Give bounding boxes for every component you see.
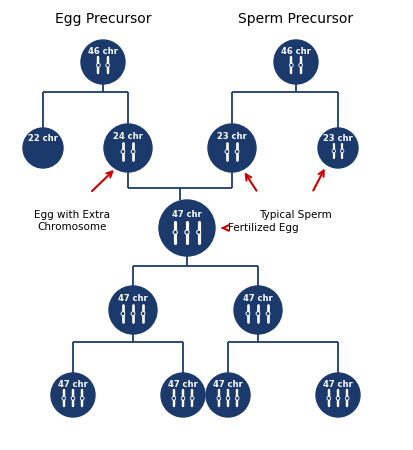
Text: 46 chr: 46 chr bbox=[88, 47, 118, 56]
Circle shape bbox=[121, 312, 124, 315]
Circle shape bbox=[196, 230, 200, 234]
Circle shape bbox=[256, 312, 259, 315]
Circle shape bbox=[246, 312, 249, 315]
Circle shape bbox=[217, 397, 220, 400]
Circle shape bbox=[161, 373, 204, 417]
Circle shape bbox=[186, 231, 188, 233]
Circle shape bbox=[256, 313, 258, 315]
Text: 46 chr: 46 chr bbox=[280, 47, 310, 56]
Circle shape bbox=[97, 64, 100, 67]
Circle shape bbox=[233, 286, 281, 334]
Text: 47 chr: 47 chr bbox=[213, 380, 242, 389]
Circle shape bbox=[81, 398, 83, 399]
Text: Egg with Extra
Chromosome: Egg with Extra Chromosome bbox=[34, 210, 110, 232]
Circle shape bbox=[336, 397, 339, 400]
Text: 47 chr: 47 chr bbox=[168, 380, 197, 389]
Text: Fertilized Egg: Fertilized Egg bbox=[228, 223, 298, 233]
Circle shape bbox=[207, 124, 255, 172]
Circle shape bbox=[97, 65, 99, 66]
Circle shape bbox=[132, 151, 133, 153]
Circle shape bbox=[332, 150, 334, 152]
Text: 47 chr: 47 chr bbox=[242, 294, 272, 303]
Circle shape bbox=[236, 398, 237, 399]
Circle shape bbox=[71, 397, 74, 400]
Circle shape bbox=[345, 397, 348, 400]
Circle shape bbox=[173, 398, 174, 399]
Circle shape bbox=[225, 150, 228, 153]
Circle shape bbox=[185, 230, 188, 234]
Circle shape bbox=[190, 397, 193, 400]
Text: Sperm Precursor: Sperm Precursor bbox=[238, 12, 353, 26]
Circle shape bbox=[121, 150, 124, 153]
Circle shape bbox=[266, 312, 269, 315]
Circle shape bbox=[227, 398, 228, 399]
Text: 24 chr: 24 chr bbox=[113, 132, 142, 141]
Circle shape bbox=[326, 397, 330, 400]
Circle shape bbox=[159, 200, 214, 256]
Circle shape bbox=[327, 398, 329, 399]
Circle shape bbox=[131, 312, 134, 315]
Circle shape bbox=[132, 313, 133, 315]
Circle shape bbox=[290, 65, 291, 66]
Text: 47 chr: 47 chr bbox=[118, 294, 147, 303]
Circle shape bbox=[72, 398, 74, 399]
Text: 23 chr: 23 chr bbox=[322, 134, 352, 143]
Circle shape bbox=[235, 150, 238, 153]
Circle shape bbox=[63, 398, 64, 399]
Circle shape bbox=[298, 64, 301, 67]
Circle shape bbox=[173, 230, 177, 234]
Circle shape bbox=[226, 397, 229, 400]
Circle shape bbox=[236, 151, 237, 153]
Circle shape bbox=[106, 64, 109, 67]
Circle shape bbox=[346, 398, 347, 399]
Circle shape bbox=[235, 397, 238, 400]
Circle shape bbox=[225, 151, 227, 153]
Text: 47 chr: 47 chr bbox=[322, 380, 352, 389]
Text: 22 chr: 22 chr bbox=[28, 134, 58, 143]
Circle shape bbox=[337, 398, 338, 399]
Text: 47 chr: 47 chr bbox=[58, 380, 88, 389]
Circle shape bbox=[315, 373, 359, 417]
Text: 47 chr: 47 chr bbox=[172, 210, 202, 219]
Circle shape bbox=[51, 373, 95, 417]
Circle shape bbox=[122, 151, 123, 153]
Circle shape bbox=[197, 231, 199, 233]
Circle shape bbox=[122, 313, 123, 315]
Circle shape bbox=[181, 397, 184, 400]
Text: Typical Sperm: Typical Sperm bbox=[258, 210, 330, 220]
Circle shape bbox=[107, 65, 108, 66]
Circle shape bbox=[174, 231, 176, 233]
Circle shape bbox=[289, 64, 292, 67]
Circle shape bbox=[317, 128, 357, 168]
Circle shape bbox=[299, 65, 301, 66]
Circle shape bbox=[141, 312, 145, 315]
Circle shape bbox=[273, 40, 317, 84]
Circle shape bbox=[142, 313, 143, 315]
Circle shape bbox=[218, 398, 219, 399]
Circle shape bbox=[332, 149, 335, 153]
Circle shape bbox=[340, 149, 343, 153]
Circle shape bbox=[341, 150, 342, 152]
Circle shape bbox=[172, 397, 175, 400]
Circle shape bbox=[191, 398, 192, 399]
Circle shape bbox=[23, 128, 63, 168]
Circle shape bbox=[182, 398, 183, 399]
Text: Egg Precursor: Egg Precursor bbox=[55, 12, 151, 26]
Text: 23 chr: 23 chr bbox=[216, 132, 246, 141]
Circle shape bbox=[267, 313, 268, 315]
Circle shape bbox=[104, 124, 152, 172]
Circle shape bbox=[62, 397, 65, 400]
Circle shape bbox=[81, 40, 125, 84]
Circle shape bbox=[131, 150, 134, 153]
Circle shape bbox=[247, 313, 248, 315]
Circle shape bbox=[81, 397, 83, 400]
Circle shape bbox=[109, 286, 157, 334]
Circle shape bbox=[206, 373, 249, 417]
